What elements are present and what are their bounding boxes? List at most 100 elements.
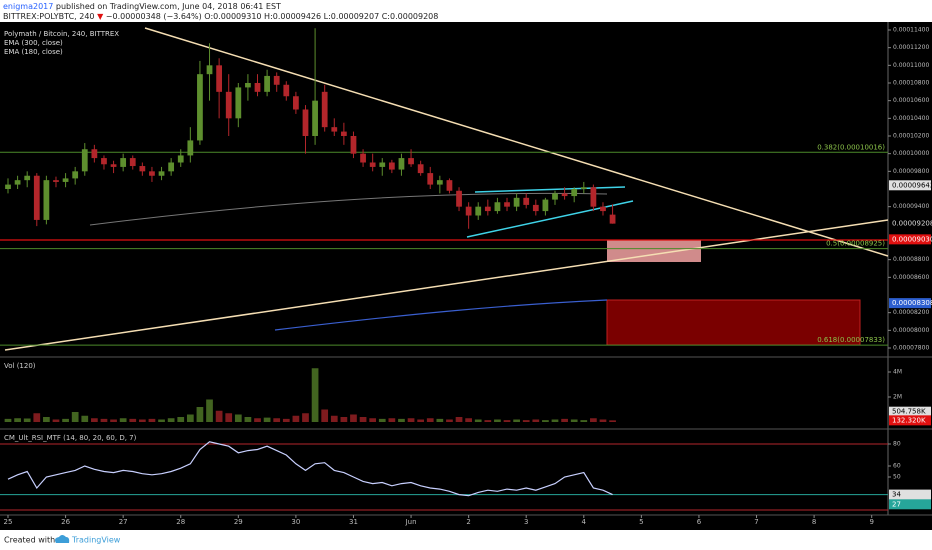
volume-bar: [570, 419, 578, 422]
price-tag-label: 0.00008308: [892, 299, 932, 307]
price-tag: [889, 234, 931, 245]
open: O:0.00009310: [204, 12, 261, 21]
volume-bar: [110, 419, 117, 422]
candle-body: [206, 65, 213, 75]
candle-body: [388, 162, 395, 170]
high: H:0.00009426: [264, 12, 321, 21]
y-tick-label: 80: [893, 441, 901, 448]
candle-body: [417, 164, 424, 174]
candle-body: [494, 202, 501, 212]
candle-body: [561, 193, 568, 197]
volume-bar: [599, 419, 607, 422]
candle-body: [187, 140, 194, 156]
y-tick-label: 0.00010000: [893, 150, 929, 157]
header-bar: [0, 0, 932, 22]
candle-body: [350, 136, 357, 154]
candle-body: [427, 173, 434, 185]
candle-body: [504, 202, 510, 207]
volume-bar: [292, 415, 300, 422]
volume-bar: [561, 418, 568, 422]
x-tick-label: 28: [176, 518, 185, 526]
volume-bar: [455, 417, 463, 422]
x-tick-label: Jun: [405, 518, 417, 526]
candle-body: [5, 184, 11, 189]
volume-bar: [206, 399, 213, 422]
y-tick-label: 2M: [893, 394, 902, 401]
volume-bar: [330, 415, 338, 422]
y-tick-label: 60: [893, 463, 901, 470]
volume-bar: [542, 420, 549, 422]
volume-bar: [494, 419, 501, 422]
ema-180: [274, 299, 608, 331]
candle-body: [513, 197, 520, 207]
x-tick-label: 31: [349, 518, 358, 526]
x-tick-label: 5: [639, 518, 643, 526]
volume-bar: [52, 419, 60, 422]
volume-bar: [436, 418, 444, 422]
candle-body: [465, 206, 472, 216]
price-tag: [889, 499, 931, 510]
candle-body: [398, 158, 405, 170]
candle-body: [484, 206, 491, 212]
volume-bar: [158, 419, 165, 422]
volume-bar: [484, 420, 492, 422]
footer-brand[interactable]: TradingView: [71, 536, 121, 545]
x-tick-label: 9: [869, 518, 873, 526]
x-tick-label: 6: [697, 518, 702, 526]
x-tick-label: 25: [4, 518, 13, 526]
volume-bar: [503, 420, 511, 422]
volume-bar: [532, 419, 540, 422]
x-tick-label: 3: [524, 518, 528, 526]
candle-body: [360, 153, 366, 163]
candle-body: [177, 155, 184, 163]
y-tick-label: 50: [893, 474, 901, 481]
volume-bar: [244, 417, 252, 422]
volume-bar: [302, 413, 309, 422]
published: published on TradingView.com, June 04, 2…: [53, 2, 281, 11]
x-tick-label: 27: [119, 518, 128, 526]
y-tick-label: 0.00009400: [893, 203, 929, 210]
legend-item: Polymath / Bitcoin, 240, BITTREX: [4, 30, 119, 38]
volume-bar: [263, 417, 271, 422]
candle-body: [81, 149, 88, 172]
candle-body: [129, 158, 136, 167]
candle-body: [33, 175, 40, 220]
legend-item: EMA (180, close): [4, 48, 63, 56]
volume-bar: [234, 414, 242, 422]
volume-bar: [350, 414, 357, 422]
candle-body: [120, 158, 127, 167]
candle-body: [552, 193, 558, 200]
candle-body: [149, 171, 155, 176]
fib-label: 0.382(0.00010016): [817, 143, 885, 151]
volume-bar: [119, 418, 127, 422]
x-tick-label: 7: [754, 518, 758, 526]
volume-bar: [378, 418, 386, 422]
y-tick-label: 0.00008800: [893, 256, 929, 263]
volume-bar: [282, 418, 290, 422]
volume-bar: [590, 418, 597, 422]
y-tick-label: 0.00010400: [893, 115, 929, 122]
low: L:0.00009207: [324, 12, 380, 21]
y-tick-label: 0.00008200: [893, 309, 929, 316]
candle-body: [216, 65, 223, 92]
arrow: ▼: [97, 12, 104, 21]
y-tick-label: 0.00007800: [893, 345, 929, 352]
volume-bar: [398, 418, 405, 422]
volume-bar: [273, 418, 281, 422]
candle-body: [580, 187, 587, 189]
candle-body: [456, 190, 462, 207]
candle-body: [91, 149, 98, 159]
candle-body: [168, 162, 175, 172]
candle-body: [158, 171, 165, 176]
candle-body: [312, 100, 318, 136]
volume-bar: [186, 414, 194, 422]
price-tag: [889, 406, 931, 417]
candle-body: [446, 180, 453, 191]
price-tag-label: 0.00009642: [892, 181, 932, 189]
candle-body: [43, 180, 50, 220]
price-tag: [889, 489, 931, 500]
y-tick-label: 0.00010200: [893, 133, 929, 140]
candle-body: [542, 199, 549, 212]
fib-label: 0.618(0.00007833): [817, 336, 885, 344]
